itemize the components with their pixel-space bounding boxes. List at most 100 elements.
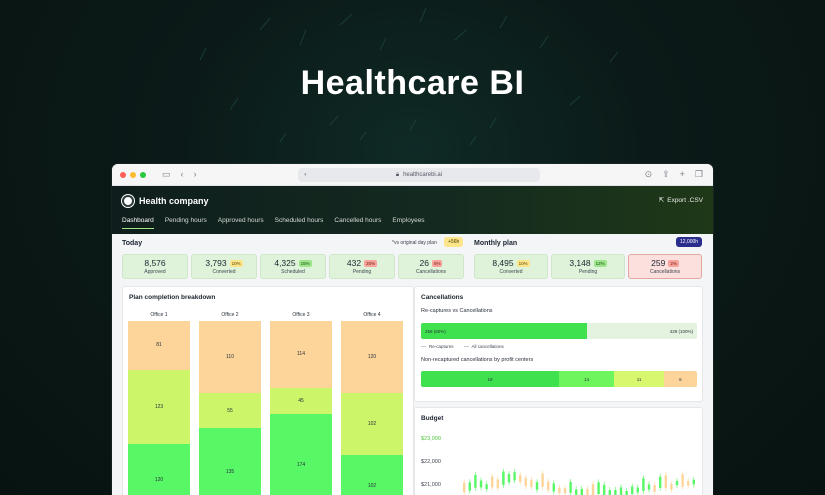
app-header: Health company ⇱ Export .CSV Dashboard P… xyxy=(112,186,713,234)
candle-body xyxy=(614,489,617,495)
candle-body xyxy=(513,472,516,481)
candle-body xyxy=(552,483,555,492)
stack-segment: 102 xyxy=(341,454,403,495)
today-card[interactable]: 3,793 10% Converted xyxy=(191,254,257,279)
tab-scheduled-hours[interactable]: Scheduled hours xyxy=(274,217,324,224)
candle-body xyxy=(535,482,539,490)
today-card[interactable]: 8,576 Approved xyxy=(122,254,188,279)
candle-body xyxy=(468,482,471,491)
stat-label: Scheduled xyxy=(281,269,305,275)
recaptures-left-label: 259 (60%) xyxy=(425,328,446,334)
forward-icon[interactable]: › xyxy=(193,169,197,179)
profit-center-value: 14 xyxy=(584,376,590,382)
sidebar-toggle-icon[interactable]: ▭ xyxy=(162,169,171,179)
candle-body xyxy=(496,479,499,489)
new-tab-icon[interactable]: + xyxy=(679,169,685,179)
stat-change-badge: 10% xyxy=(229,259,243,267)
privacy-icon: ◐ xyxy=(304,172,308,178)
office-label: Office 3 xyxy=(292,312,310,318)
stat-value-row: 259 2% xyxy=(629,258,701,268)
segment-value: 120 xyxy=(154,477,164,484)
url-text: healthcarebi.ai xyxy=(403,172,443,178)
stack-segment: 55 xyxy=(199,392,261,429)
segment-value: 55 xyxy=(227,407,233,414)
office-label: Office 1 xyxy=(150,312,168,318)
cancellations-panel: Cancellations Re-captures vs Cancellatio… xyxy=(414,286,703,402)
segment-value: 110 xyxy=(226,353,234,360)
candle-body xyxy=(603,484,606,495)
today-card[interactable]: 26 6% Cancellations xyxy=(398,254,464,279)
monthly-card[interactable]: 8,495 10% Converted xyxy=(474,254,548,279)
segment-value: 81 xyxy=(156,342,162,349)
budget-candlestick-chart xyxy=(463,468,695,495)
recaptures-bar: 259 (60%) 429 (100%) xyxy=(421,323,697,339)
tab-cancelled-hours[interactable]: Cancelled hours xyxy=(334,217,382,224)
candle-body xyxy=(692,479,695,485)
export-icon: ⇱ xyxy=(658,197,665,204)
today-note: *vs original day plan xyxy=(392,240,437,246)
profit-center-segment: 14 xyxy=(559,371,615,387)
monthly-plan-title: Monthly plan xyxy=(474,240,518,247)
maximize-window-button[interactable] xyxy=(140,171,146,178)
stat-value-row: 3,793 10% xyxy=(192,258,256,268)
share-icon[interactable]: ⇪ xyxy=(662,169,670,179)
candle-body xyxy=(530,479,533,488)
candle-body xyxy=(591,484,595,495)
candle-body xyxy=(563,488,567,494)
stat-value-row: 3,148 12% xyxy=(552,258,624,268)
stat-value-row: 8,495 10% xyxy=(475,258,547,268)
address-bar[interactable]: ◐ 🔒︎ healthcarebi.ai xyxy=(298,168,540,182)
tab-employees[interactable]: Employees xyxy=(392,217,425,224)
brand: Health company xyxy=(122,195,209,207)
candle-body xyxy=(491,476,494,488)
stat-change-badge: 12% xyxy=(593,259,607,267)
legend-all-cancellations: All cancellations xyxy=(464,344,504,349)
back-icon[interactable]: ‹ xyxy=(180,169,184,179)
budget-panel: Budget $23,000 $22,000 $21,000 xyxy=(414,407,703,495)
segment-value: 120 xyxy=(367,354,377,361)
segment-value: 114 xyxy=(297,351,305,358)
tab-dashboard[interactable]: Dashboard xyxy=(122,217,154,229)
segment-value: 123 xyxy=(154,403,164,410)
close-window-button[interactable] xyxy=(120,171,126,178)
segment-value: 102 xyxy=(367,482,377,489)
today-card[interactable]: 432 20% Pending xyxy=(329,254,395,279)
monthly-card[interactable]: 3,148 12% Pending xyxy=(551,254,625,279)
office-label: Office 2 xyxy=(221,312,239,318)
profit-centers-bar: 18 14 11 6 xyxy=(421,371,697,387)
stack-segment: 110 xyxy=(199,321,261,393)
monthly-card[interactable]: 259 2% Cancellations xyxy=(628,254,702,279)
stack-segment: 123 xyxy=(128,369,190,444)
budget-tick-1: $23,000 xyxy=(421,436,441,442)
candle-body xyxy=(463,482,466,493)
stack-segment: 81 xyxy=(128,321,190,370)
browser-toolbar: ▭ ‹ › ◐ 🔒︎ healthcarebi.ai ⊙ ⇪ + ❐ xyxy=(112,164,713,186)
plan-completion-title: Plan completion breakdown xyxy=(129,294,216,301)
stat-label: Converted xyxy=(212,269,236,275)
stack-segment: 102 xyxy=(341,393,403,455)
today-title: Today xyxy=(122,240,143,247)
stat-label: Cancellations xyxy=(415,269,447,275)
today-card[interactable]: 4,325 15% Scheduled xyxy=(260,254,326,279)
stat-value-row: 26 6% xyxy=(399,258,463,268)
window-controls xyxy=(120,171,146,178)
budget-tick-3: $21,000 xyxy=(421,482,441,488)
budget-title: Budget xyxy=(421,415,444,422)
tab-approved-hours[interactable]: Approved hours xyxy=(217,217,264,224)
dashboard-content: Today *vs original day plan +56h Monthly… xyxy=(112,234,713,495)
stat-value: 8,576 xyxy=(144,258,166,268)
export-csv-button[interactable]: ⇱ Export .CSV xyxy=(658,196,703,205)
candle-body xyxy=(608,490,611,495)
candle-body xyxy=(569,481,572,493)
candle-body xyxy=(519,475,522,483)
candle-body xyxy=(670,483,673,490)
download-icon[interactable]: ⊙ xyxy=(644,169,653,179)
tab-overview-icon[interactable]: ❐ xyxy=(694,169,703,179)
stack-segment: 120 xyxy=(128,443,190,495)
minimize-window-button[interactable] xyxy=(130,171,136,178)
candle-body xyxy=(597,482,600,495)
candle-body xyxy=(558,487,561,494)
stat-value: 432 xyxy=(346,258,362,268)
stat-change-badge: 6% xyxy=(431,259,443,267)
tab-pending-hours[interactable]: Pending hours xyxy=(164,217,207,224)
